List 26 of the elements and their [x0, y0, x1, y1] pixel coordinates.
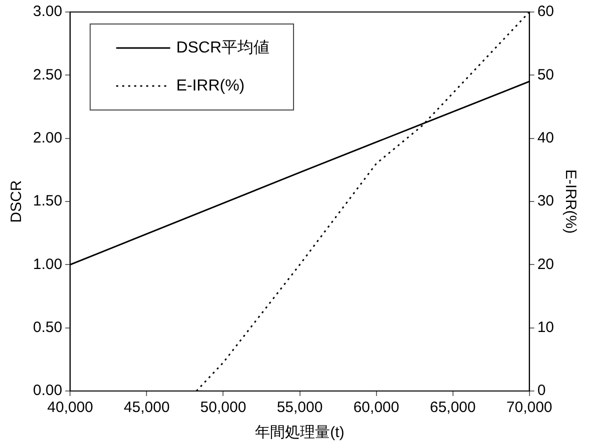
y-tick-label: 1.00 — [32, 256, 62, 273]
y2-tick-label: 0 — [537, 382, 546, 400]
x-tick-label: 65,000 — [430, 399, 476, 416]
x-tick-label: 40,000 — [47, 399, 94, 416]
y2-tick-label: 10 — [537, 318, 554, 336]
y-tick-label: 1.50 — [32, 192, 62, 210]
y2-axis-title: E-IRR(%) — [562, 169, 579, 234]
legend-label: DSCR平均値 — [176, 39, 270, 56]
y-tick-label: 2.50 — [32, 66, 62, 84]
y2-tick-label: 50 — [537, 66, 554, 84]
x-tick-label: 60,000 — [353, 399, 400, 416]
x-axis-title: 年間処理量(t) — [255, 424, 344, 442]
x-tick-label: 70,000 — [506, 399, 552, 416]
y-axis-title: DSCR — [8, 180, 26, 223]
y2-tick-label: 60 — [537, 3, 554, 20]
y-tick-label: 3.00 — [32, 3, 62, 20]
x-tick-label: 45,000 — [124, 399, 170, 416]
y-tick-label: 0.00 — [32, 382, 62, 400]
y2-tick-label: 40 — [537, 129, 554, 146]
y-tick-label: 2.00 — [32, 129, 62, 146]
y-tick-label: 0.50 — [32, 318, 62, 336]
y2-tick-label: 20 — [537, 256, 554, 273]
y2-tick-label: 30 — [537, 192, 554, 210]
legend-label: E-IRR(%) — [176, 77, 245, 94]
x-tick-label: 55,000 — [276, 399, 323, 416]
x-tick-label: 50,000 — [200, 399, 246, 416]
